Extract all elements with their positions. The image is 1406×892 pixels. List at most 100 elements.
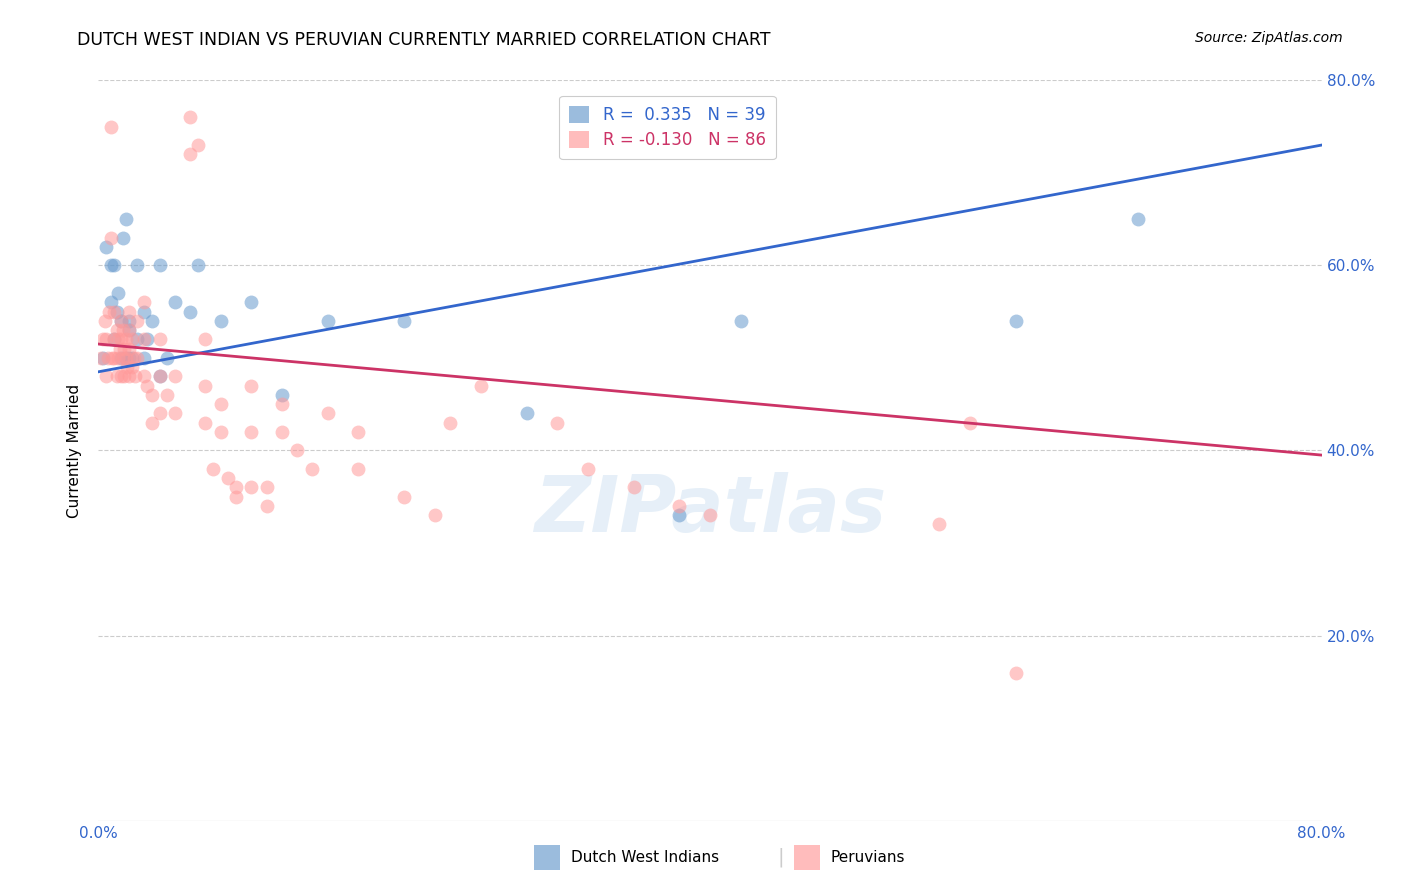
Point [141,314,163,328]
Point [316,314,339,328]
Point [100,120,122,134]
Point [392,490,416,504]
Text: Source: ZipAtlas.com: Source: ZipAtlas.com [1195,31,1343,45]
Point [1128,212,1150,227]
Point [163,295,186,310]
Point [98,304,121,318]
Point [115,332,138,346]
Point [103,351,125,365]
Point [103,259,125,273]
Y-axis label: Currently Married: Currently Married [67,384,83,517]
Point [1004,665,1026,680]
Text: DUTCH WEST INDIAN VS PERUVIAN CURRENTLY MARRIED CORRELATION CHART: DUTCH WEST INDIAN VS PERUVIAN CURRENTLY … [77,31,770,49]
Point [118,323,141,337]
Point [101,351,124,365]
Point [179,304,201,318]
Point [94,369,117,384]
Point [256,499,278,513]
Point [347,425,370,439]
Point [107,332,129,346]
Point [103,304,125,318]
Point [928,517,950,532]
Point [91,351,114,365]
Point [668,508,690,523]
Point [423,508,446,523]
Point [115,212,138,227]
Point [105,369,128,384]
Point [125,314,148,328]
Point [301,462,323,476]
Point [111,230,134,244]
Point [470,378,492,392]
Point [187,259,209,273]
Point [285,443,308,458]
Legend: R =  0.335   N = 39, R = -0.130   N = 86: R = 0.335 N = 39, R = -0.130 N = 86 [560,96,776,159]
Point [121,360,143,375]
Point [270,425,292,439]
Point [149,369,172,384]
Point [209,425,232,439]
Point [347,462,370,476]
Point [111,351,134,365]
Point [623,481,645,495]
Point [134,304,156,318]
Point [959,416,981,430]
Point [217,471,239,485]
Point [94,240,117,254]
Point [179,110,201,124]
Point [100,295,122,310]
Point [163,369,186,384]
Point [194,416,217,430]
Point [118,304,141,318]
Point [105,304,128,318]
Point [270,388,292,402]
Point [270,397,292,411]
Point [163,407,186,421]
Point [107,286,129,301]
Text: ZIPatlas: ZIPatlas [534,472,886,548]
Point [93,314,115,328]
Point [149,332,172,346]
Point [156,388,179,402]
Point [110,351,132,365]
Point [110,314,132,328]
Point [194,378,217,392]
Point [1004,314,1026,328]
Point [136,378,159,392]
Point [240,481,263,495]
Point [121,332,143,346]
Point [225,490,247,504]
Point [112,369,135,384]
Point [100,259,122,273]
Point [103,332,125,346]
Text: Dutch West Indians: Dutch West Indians [571,850,718,864]
Point [516,407,538,421]
Point [179,147,201,161]
Point [194,332,217,346]
Point [115,351,138,365]
Point [256,481,278,495]
Point [240,295,263,310]
Point [112,342,135,356]
Point [240,378,263,392]
Point [97,351,120,365]
Point [110,369,132,384]
Point [141,388,163,402]
Point [125,351,148,365]
Point [576,462,599,476]
Point [125,332,148,346]
Point [439,416,461,430]
Point [149,407,172,421]
Point [316,407,339,421]
Point [118,323,141,337]
Point [118,369,141,384]
Point [100,230,122,244]
Point [107,351,129,365]
Point [110,314,132,328]
Point [141,416,163,430]
Point [115,351,138,365]
Point [122,351,145,365]
Point [209,314,232,328]
Point [103,332,125,346]
Point [105,323,128,337]
